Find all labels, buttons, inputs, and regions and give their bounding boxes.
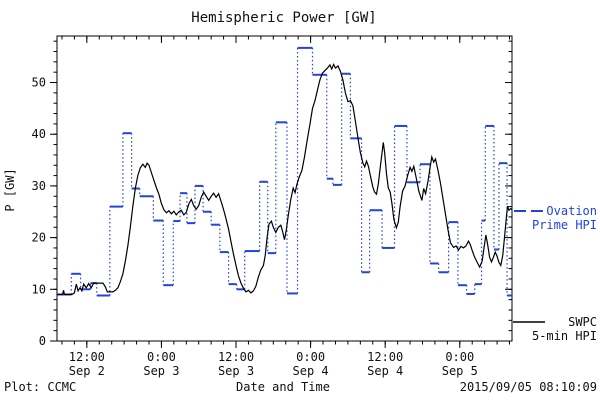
- axis-ticks: [50, 36, 512, 348]
- chart-title: Hemispheric Power [GW]: [191, 10, 376, 26]
- ovation-legend-label-line1: Ovation: [546, 204, 597, 218]
- footer-timestamp: 2015/09/05 08:10:09: [460, 380, 597, 394]
- y-tick-label: 40: [32, 127, 46, 141]
- plot-border: [56, 35, 513, 342]
- x-tick-time-label: 12:00: [218, 350, 254, 364]
- x-tick-time-label: 0:00: [445, 350, 474, 364]
- swpc-legend-label-line1: SWPC: [568, 315, 597, 329]
- legend: Ovation Prime HPI SWPC 5-min HPI: [513, 204, 597, 343]
- x-tick-time-label: 12:00: [69, 350, 105, 364]
- swpc-series-line: [57, 62, 513, 296]
- x-tick-date-label: Sep 5: [442, 364, 478, 378]
- swpc-legend-label-line2: 5-min HPI: [532, 329, 597, 343]
- x-tick-time-label: 0:00: [147, 350, 176, 364]
- y-tick-label: 10: [32, 282, 46, 296]
- x-tick-time-label: 0:00: [296, 350, 325, 364]
- x-tick-date-label: Sep 3: [218, 364, 254, 378]
- x-tick-date-label: Sep 3: [143, 364, 179, 378]
- x-axis-label: Date and Time: [236, 380, 330, 394]
- y-tick-label: 20: [32, 231, 46, 245]
- footer-plot-source: Plot: CCMC: [4, 380, 76, 394]
- x-tick-date-label: Sep 2: [69, 364, 105, 378]
- ovation-prime-hpi-series: [57, 46, 512, 297]
- plot-frame: [56, 35, 513, 342]
- x-tick-date-label: Sep 4: [293, 364, 329, 378]
- x-tick-time-label: 12:00: [367, 350, 403, 364]
- y-tick-label: 0: [39, 334, 46, 348]
- swpc-5min-hpi-series: [57, 62, 513, 296]
- y-tick-label: 30: [32, 179, 46, 193]
- y-tick-label: 50: [32, 76, 46, 90]
- ovation-legend-label-line2: Prime HPI: [532, 218, 597, 232]
- x-tick-date-label: Sep 4: [367, 364, 403, 378]
- y-axis-label: P [GW]: [3, 168, 17, 211]
